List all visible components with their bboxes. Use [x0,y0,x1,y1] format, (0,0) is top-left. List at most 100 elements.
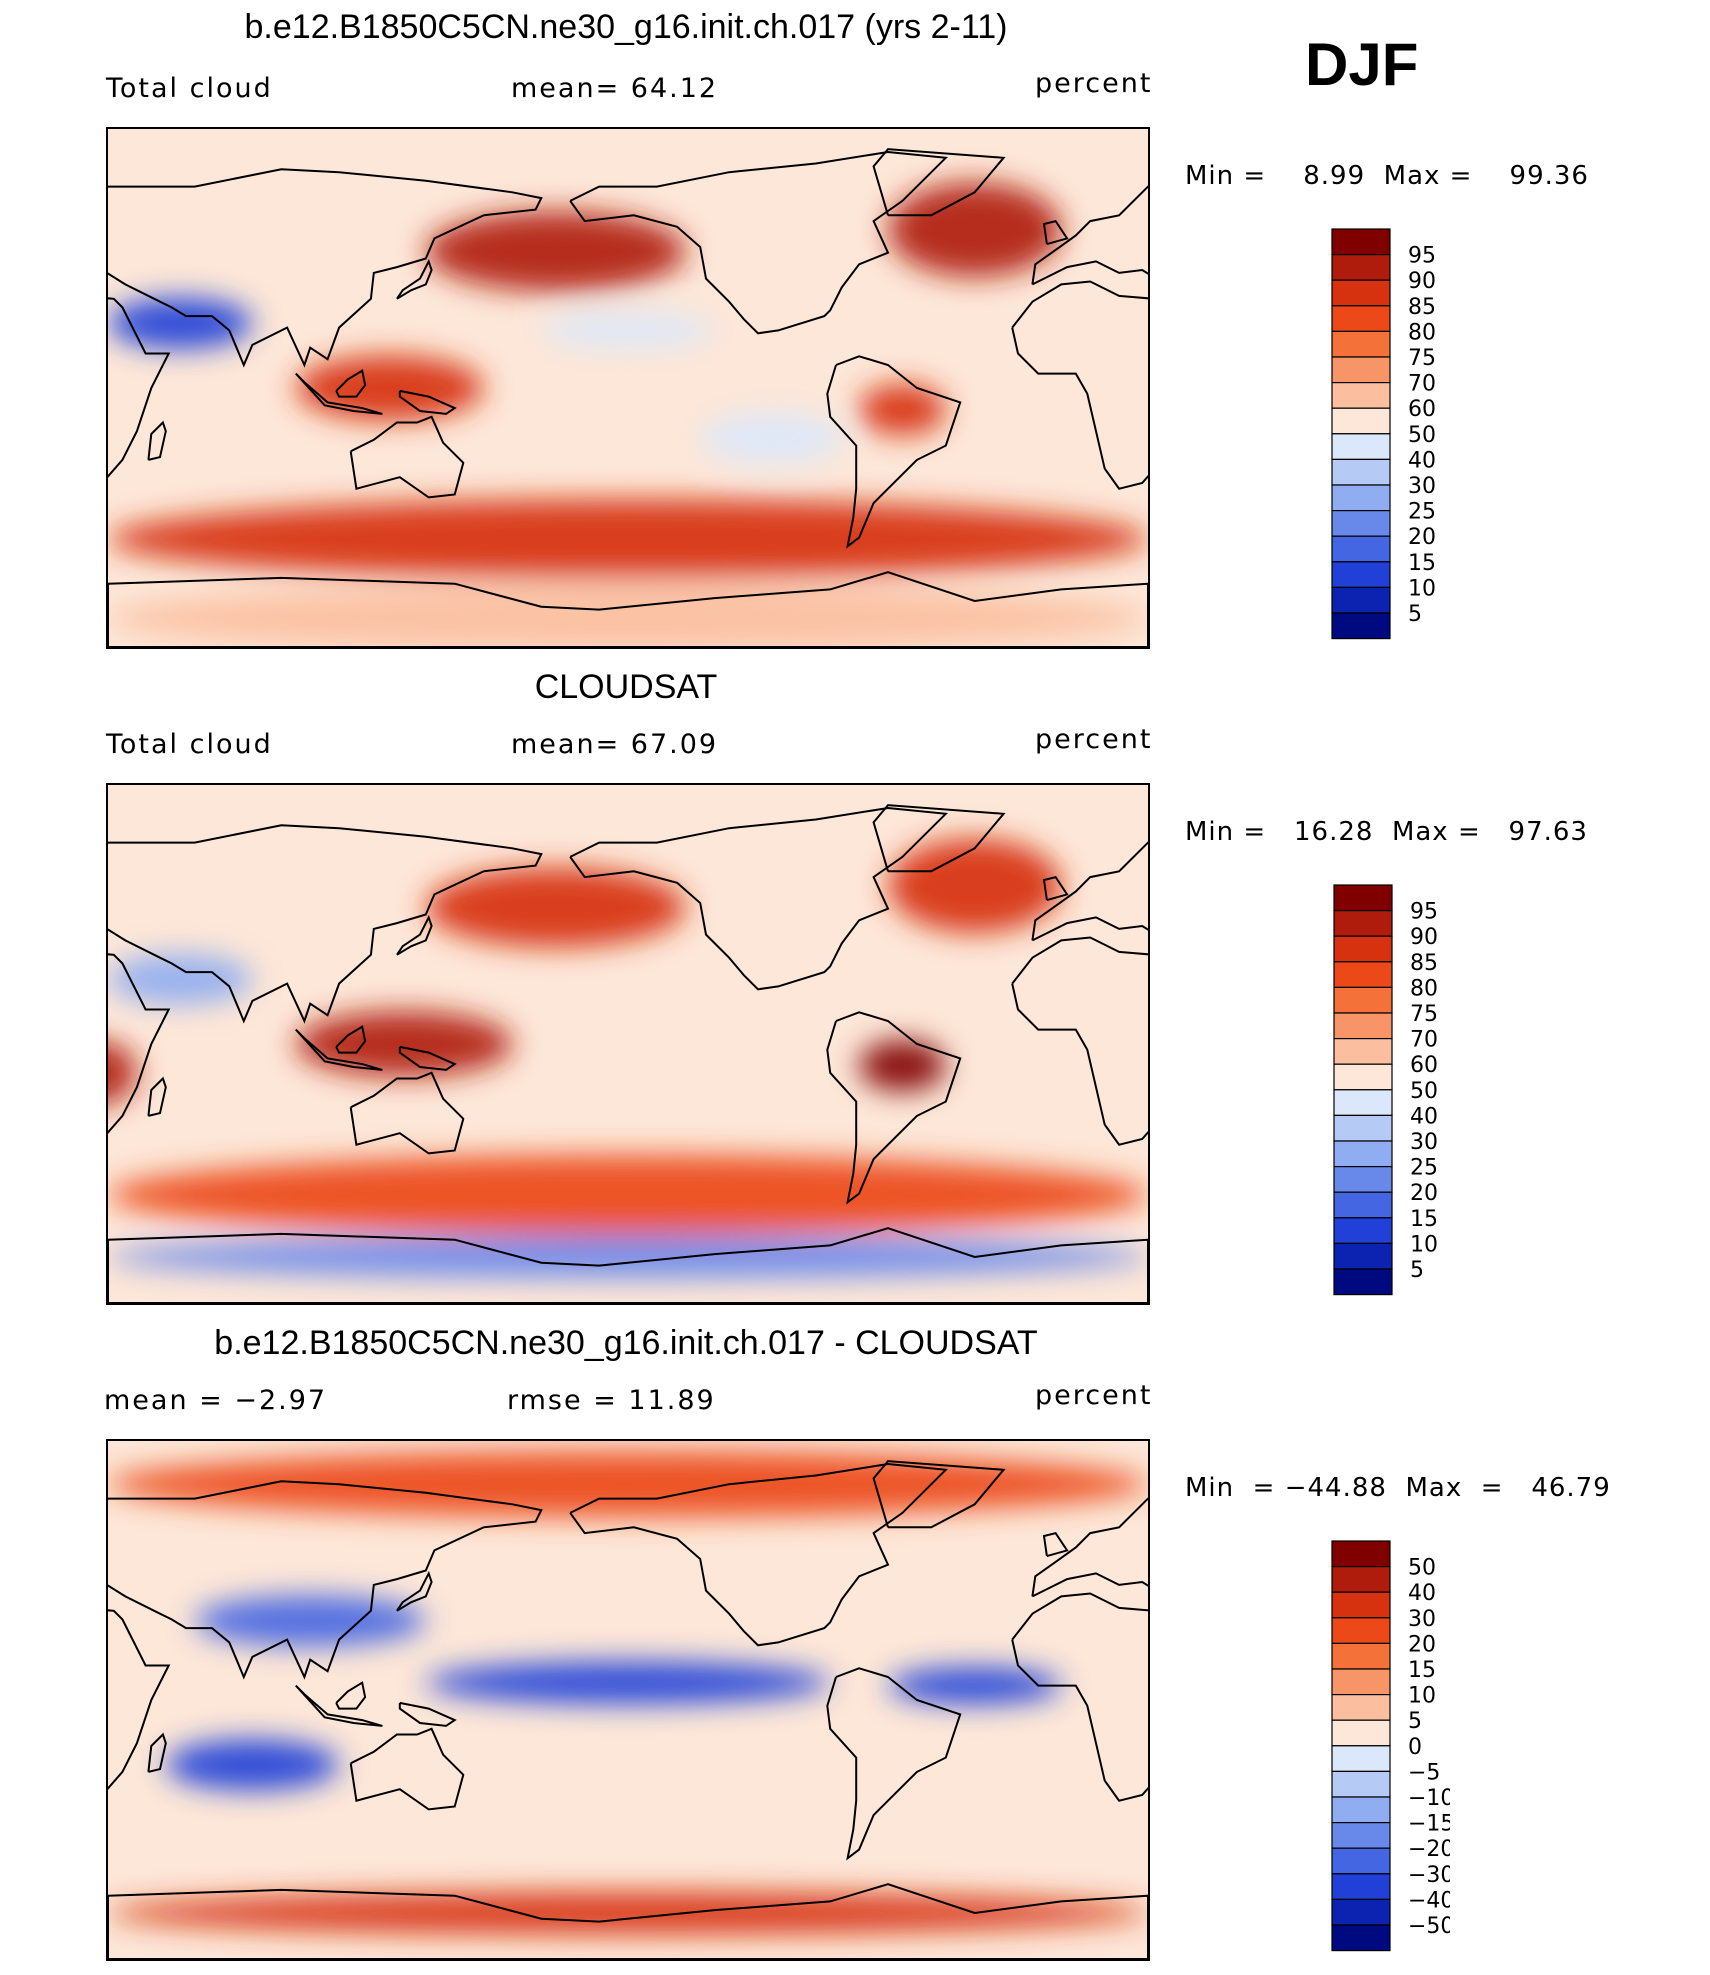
colorbar-swatch [1331,586,1391,614]
colorbar-tick-label: 75 [1410,1002,1438,1027]
colorbar-tick-label: 80 [1408,320,1436,345]
season-label: DJF [1305,31,1419,98]
colorbar-swatch [1331,356,1391,384]
panel2-units-label: percent [1035,724,1153,755]
colorbar-tick-label: 20 [1408,525,1436,550]
colorbar-swatch [1331,305,1391,333]
colorbar-swatch [1333,961,1393,989]
coastline [349,1727,465,1811]
coastline [872,1460,1006,1529]
colorbar-tick-label: 20 [1408,1632,1436,1657]
coastline [398,1701,457,1727]
panel2-mean-label: mean= 67.09 [511,729,719,760]
colorbar-swatch [1333,1268,1393,1296]
colorbar-swatch [1333,986,1393,1014]
colorbar-tick-label: 95 [1408,244,1436,269]
colorbar-swatch [1333,910,1393,937]
colorbar-swatch [1333,1063,1393,1091]
field-region [165,1739,340,1791]
colorbar-tick-label: 95 [1410,900,1438,925]
coastline [349,415,465,499]
field-region [295,355,484,421]
colorbar-tick-label: 5 [1410,1258,1424,1283]
panel1-units-label: percent [1035,68,1153,99]
coastline [108,1609,171,1790]
field-region [425,1661,831,1704]
colorbar-tick-label: 20 [1410,1181,1438,1206]
colorbar-tick-label: 60 [1408,397,1436,422]
colorbar-tick-label: −10 [1408,1786,1450,1811]
colorbar-tick-label: 5 [1408,1709,1422,1734]
coastline [108,571,1148,647]
colorbar-tick-label: 70 [1410,1028,1438,1053]
colorbar-swatch [1331,1617,1391,1645]
colorbar-swatch [1333,1114,1393,1142]
colorbar-swatch [1331,612,1391,640]
colorbar-swatch [1331,1924,1391,1952]
colorbar-swatch [1331,254,1391,281]
colorbar-swatch [1331,535,1391,563]
field-region [108,1451,1148,1517]
colorbar-tick-label: 50 [1408,1556,1436,1581]
field-region [425,867,686,948]
colorbar-swatch [1331,1847,1391,1875]
colorbar-swatch [1331,228,1391,256]
colorbar-tick-label: 15 [1408,551,1436,576]
panel2-colorbar: 95 90 85 80 75 70 60 50 40 30 25 20 15 10 5 [1332,883,1452,1298]
colorbar-tick-label: 85 [1410,951,1438,976]
field-region [108,1155,1148,1236]
coastline [108,1227,1148,1303]
colorbar-tick-label: 85 [1408,295,1436,320]
colorbar-tick-label: 30 [1408,474,1436,499]
coastline [147,1076,167,1117]
colorbar-swatch [1331,458,1391,486]
coastline [1011,936,1148,1146]
colorbar-tick-label: 40 [1410,1104,1438,1129]
coastline [335,369,367,398]
coastline [108,1883,1148,1959]
coastline [1042,1531,1069,1558]
colorbar-swatch [1333,1140,1393,1168]
colorbar-tick-label: 10 [1408,1684,1436,1709]
coastline [108,297,171,478]
panel3-title: b.e12.B1850C5CN.ne30_g16.init.ch.017 - C… [214,1324,1038,1362]
colorbar-tick-label: 15 [1410,1207,1438,1232]
colorbar-tick-label: 25 [1410,1156,1438,1181]
colorbar-swatch [1333,1217,1393,1244]
panel3-units-label: percent [1035,1380,1153,1411]
coastline [335,1025,367,1054]
colorbar-tick-label: 90 [1410,925,1438,950]
colorbar-swatch [1333,1012,1393,1040]
coastline [1011,280,1148,490]
field-region [108,1235,1148,1279]
field-region [888,838,1062,933]
field-region [108,585,1148,647]
field-region [888,182,1062,277]
colorbar-tick-label: 0 [1408,1735,1422,1760]
panel1-title: b.e12.B1850C5CN.ne30_g16.init.ch.017 (yr… [244,8,1008,46]
colorbar-swatch [1331,1694,1391,1721]
coastline [295,1028,383,1071]
colorbar-swatch [1333,1089,1393,1117]
colorbar-tick-label: 30 [1410,1130,1438,1155]
panel1-colorbar: 95 90 85 80 75 70 60 50 40 30 25 20 15 10 5 [1330,227,1450,642]
colorbar-swatch [1331,510,1391,537]
colorbar-tick-label: 30 [1408,1607,1436,1632]
colorbar-swatch [1331,1822,1391,1849]
coastline [1042,875,1069,902]
colorbar-tick-label: 40 [1408,448,1436,473]
panel3-rmse-label: rmse = 11.89 [507,1385,716,1416]
colorbar-swatch [1333,1191,1393,1219]
colorbar-tick-label: 15 [1408,1658,1436,1683]
field-region [859,1040,946,1092]
colorbar-swatch [1331,407,1391,435]
field-region [194,1595,426,1647]
colorbar-swatch [1331,1668,1391,1696]
colorbar-tick-label: 50 [1410,1079,1438,1104]
coastline [1042,219,1069,246]
colorbar-swatch [1333,884,1393,912]
colorbar-tick-label: 10 [1408,576,1436,601]
field-region [888,1667,1062,1704]
coastline [108,824,543,1024]
coastline [826,1011,962,1205]
